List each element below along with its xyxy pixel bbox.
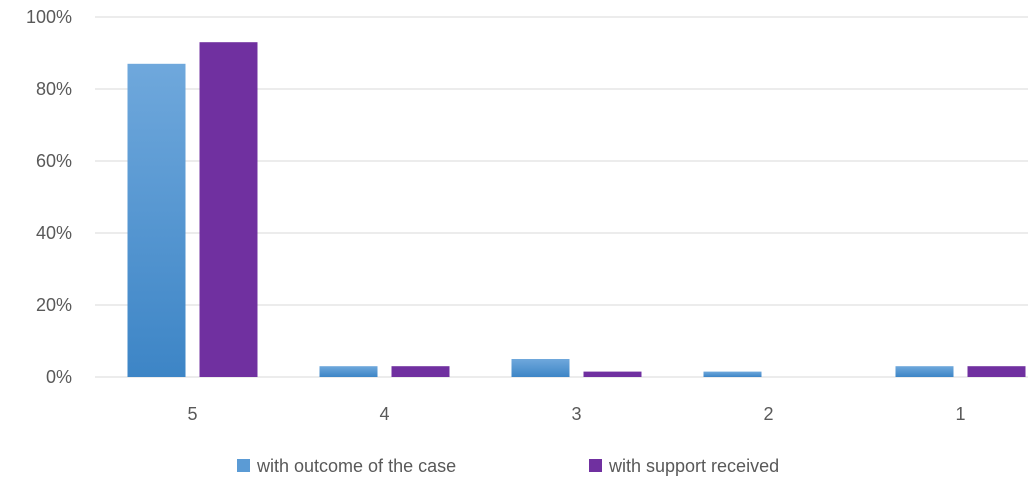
bar-5-series-2 bbox=[199, 42, 258, 377]
bar-1-series-2 bbox=[967, 366, 1026, 377]
x-tick-label: 5 bbox=[187, 404, 197, 424]
y-tick-label: 0% bbox=[46, 367, 72, 387]
y-tick-label: 40% bbox=[36, 223, 72, 243]
x-tick-label: 2 bbox=[763, 404, 773, 424]
y-tick-label: 60% bbox=[36, 151, 72, 171]
legend: with outcome of the case with support rec… bbox=[237, 456, 779, 476]
legend-label: with support received bbox=[608, 456, 779, 476]
bars bbox=[127, 42, 1026, 378]
y-tick-label: 80% bbox=[36, 79, 72, 99]
legend-swatch bbox=[237, 459, 250, 472]
y-axis: 0% 20% 40% 60% 80% 100% bbox=[26, 7, 72, 387]
legend-swatch bbox=[589, 459, 602, 472]
x-tick-label: 4 bbox=[379, 404, 389, 424]
y-tick-label: 20% bbox=[36, 295, 72, 315]
bar-3-series-2 bbox=[583, 371, 642, 377]
x-tick-label: 3 bbox=[571, 404, 581, 424]
x-tick-label: 1 bbox=[955, 404, 965, 424]
bar-2-series-1 bbox=[703, 371, 762, 377]
bar-3-series-1 bbox=[511, 359, 570, 377]
bar-4-series-1 bbox=[319, 366, 378, 377]
x-axis: 5 4 3 2 1 bbox=[187, 404, 965, 424]
bar-4-series-2 bbox=[391, 366, 450, 377]
bar-5-series-1 bbox=[127, 63, 186, 378]
legend-label: with outcome of the case bbox=[256, 456, 456, 476]
y-tick-label: 100% bbox=[26, 7, 72, 27]
bar-1-series-1 bbox=[895, 366, 954, 377]
